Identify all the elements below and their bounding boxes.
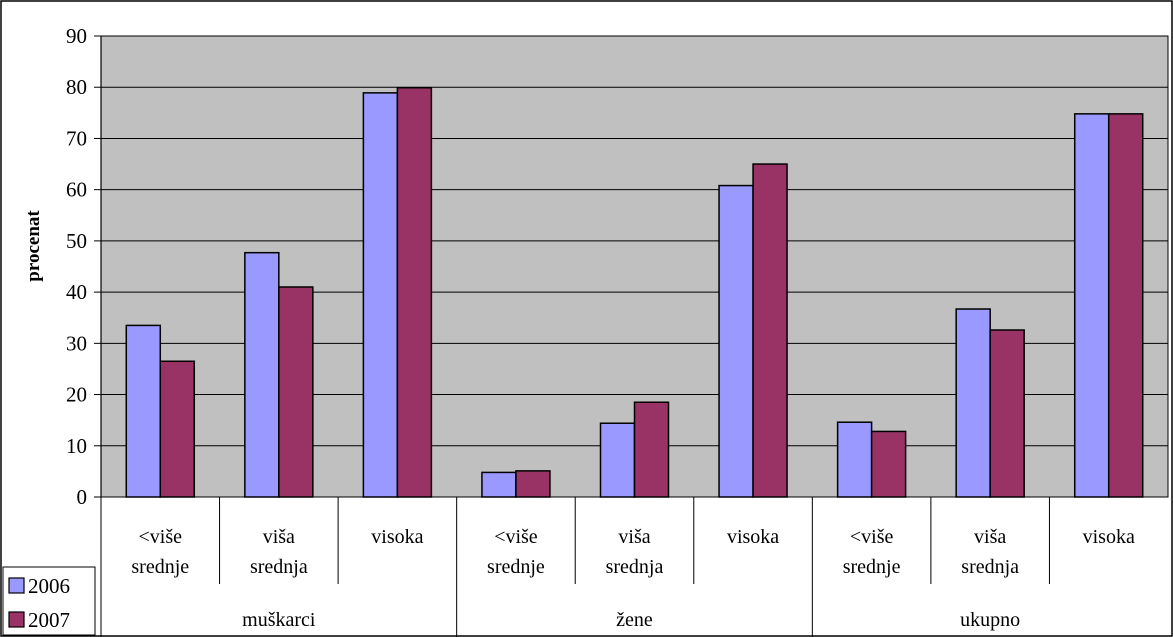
legend-swatch-2006 — [8, 577, 25, 594]
category-label: visoka — [1083, 526, 1135, 548]
y-axis-ticks: 0 10 20 30 40 50 60 70 80 90 — [66, 24, 102, 509]
legend-label-2006: 2006 — [28, 574, 70, 598]
legend: 2006 2007 — [2, 566, 96, 636]
y-tick-label: 0 — [77, 485, 88, 509]
bar-2006-5 — [599, 422, 636, 498]
x-axis-categories: <više srednje viša srednja visoka <više srednj… — [100, 497, 1135, 637]
category-label: srednja — [961, 556, 1019, 578]
category-label: viša — [263, 526, 295, 548]
y-tick-label: 70 — [66, 126, 87, 150]
y-tick-label: 20 — [66, 383, 87, 407]
group-label: ukupno — [960, 609, 1020, 631]
category-label: srednje — [843, 556, 901, 578]
bar-2007-5 — [633, 401, 670, 498]
bar-2007-7 — [870, 430, 907, 498]
y-tick-label: 80 — [66, 75, 87, 99]
bar-2006-6 — [718, 184, 754, 498]
category-label: visoka — [371, 526, 423, 548]
y-tick-label: 10 — [66, 434, 87, 458]
bar-2007-6 — [752, 163, 788, 498]
bar-2007-9 — [1107, 113, 1144, 498]
category-label: srednje — [131, 556, 189, 578]
bar-2006-1 — [125, 324, 162, 498]
category-label: <više — [139, 526, 183, 548]
bar-2007-8 — [989, 329, 1025, 498]
y-tick-label: 30 — [66, 331, 87, 355]
category-label: visoka — [727, 526, 779, 548]
legend-label-2007: 2007 — [28, 608, 70, 632]
category-label: viša — [974, 526, 1006, 548]
category-label: <više — [850, 526, 894, 548]
group-label: žene — [616, 609, 653, 631]
bar-2006-7 — [836, 421, 873, 498]
bar-2007-3 — [396, 86, 433, 498]
category-label: srednja — [606, 556, 664, 578]
category-label: viša — [618, 526, 650, 548]
y-tick-label: 40 — [66, 280, 87, 304]
bar-2006-8 — [955, 308, 991, 498]
bar-2007-1 — [159, 360, 196, 498]
bar-2006-3 — [362, 92, 399, 498]
y-tick-label: 90 — [66, 24, 87, 48]
legend-swatch-2007 — [8, 611, 25, 628]
y-axis-label: procenat — [23, 210, 44, 282]
bars — [125, 86, 1144, 498]
category-label: srednje — [487, 556, 545, 578]
bar-2006-4 — [481, 471, 517, 498]
bar-2007-2 — [278, 286, 314, 498]
y-tick-label: 50 — [66, 229, 87, 253]
group-label: muškarci — [242, 609, 316, 631]
category-label: <više — [494, 526, 538, 548]
bar-2006-9 — [1073, 113, 1110, 498]
bar-2006-2 — [244, 251, 280, 498]
category-label: srednja — [250, 556, 308, 578]
y-tick-label: 60 — [66, 178, 87, 202]
bar-2007-4 — [515, 470, 551, 498]
